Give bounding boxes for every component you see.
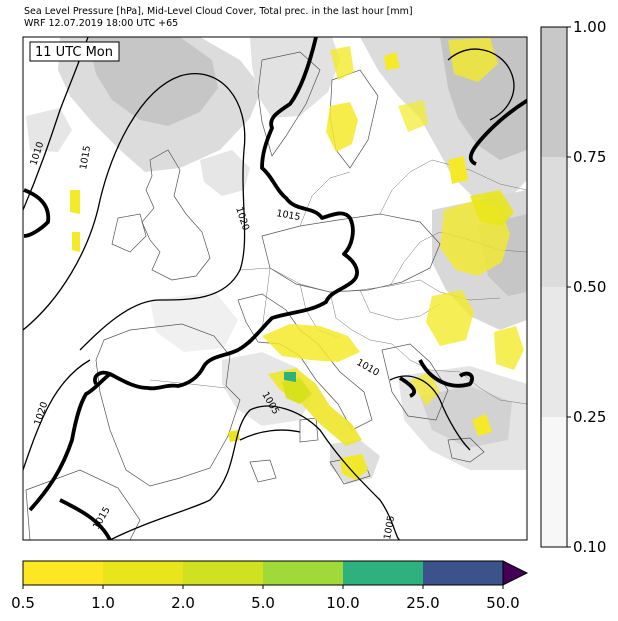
- cloud-colorbar-segment: [541, 287, 567, 417]
- isobar-label: 1005: [382, 515, 397, 541]
- valid-time-label: 11 UTC Mon: [35, 45, 113, 60]
- precip-tick-label: 2.0: [171, 594, 195, 612]
- precip-tick-label: 25.0: [406, 594, 439, 612]
- precip-colorbar-segment: [343, 561, 424, 585]
- cloud-tick-label: 0.10: [573, 538, 606, 556]
- precip-tick-label: 5.0: [251, 594, 275, 612]
- precip-colorbar: 0.5 1.0 2.0 5.0 10.0 25.0 50.0: [11, 560, 529, 612]
- cloud-tick-label: 1.00: [573, 18, 606, 36]
- precipitation-layer: [70, 38, 524, 480]
- isobar-layer: [23, 37, 515, 540]
- cloud-colorbar-segment: [541, 27, 567, 157]
- cloud-tick-label: 0.75: [573, 148, 606, 166]
- cloud-tick-label: 0.25: [573, 408, 606, 426]
- map-panel: 1010 1015 1020 1015 1020 1005 1010 1005 …: [23, 37, 527, 541]
- cloud-colorbar-segment: [541, 417, 567, 547]
- cloud-colorbar: 1.00 0.75 0.50 0.25 0.10: [540, 18, 606, 556]
- precip-tick-label: 10.0: [326, 594, 359, 612]
- precip-tick-label: 50.0: [486, 594, 519, 612]
- model-run-label: WRF 12.07.2019 18:00 UTC +65: [24, 18, 179, 29]
- precip-colorbar-extend-arrow: [502, 560, 529, 586]
- precip-colorbar-segment: [183, 561, 264, 585]
- precip-colorbar-segment: [23, 561, 104, 585]
- cloud-colorbar-segment: [541, 157, 567, 287]
- precip-tick-label: 1.0: [91, 594, 115, 612]
- map-title: Sea Level Pressure [hPa], Mid-Level Clou…: [24, 6, 413, 17]
- map-frame: [22, 36, 528, 541]
- precip-colorbar-segment: [103, 561, 184, 585]
- valid-time-box: 11 UTC Mon: [29, 41, 120, 62]
- cloud-tick-label: 0.50: [573, 278, 606, 296]
- precip-colorbar-segment: [263, 561, 344, 585]
- isobar-label: 1015: [275, 208, 301, 223]
- precip-tick-label: 0.5: [11, 594, 35, 612]
- isobar-label: 1015: [78, 145, 93, 171]
- precip-colorbar-segment: [423, 561, 503, 585]
- thick-isobar-layer: [23, 37, 527, 540]
